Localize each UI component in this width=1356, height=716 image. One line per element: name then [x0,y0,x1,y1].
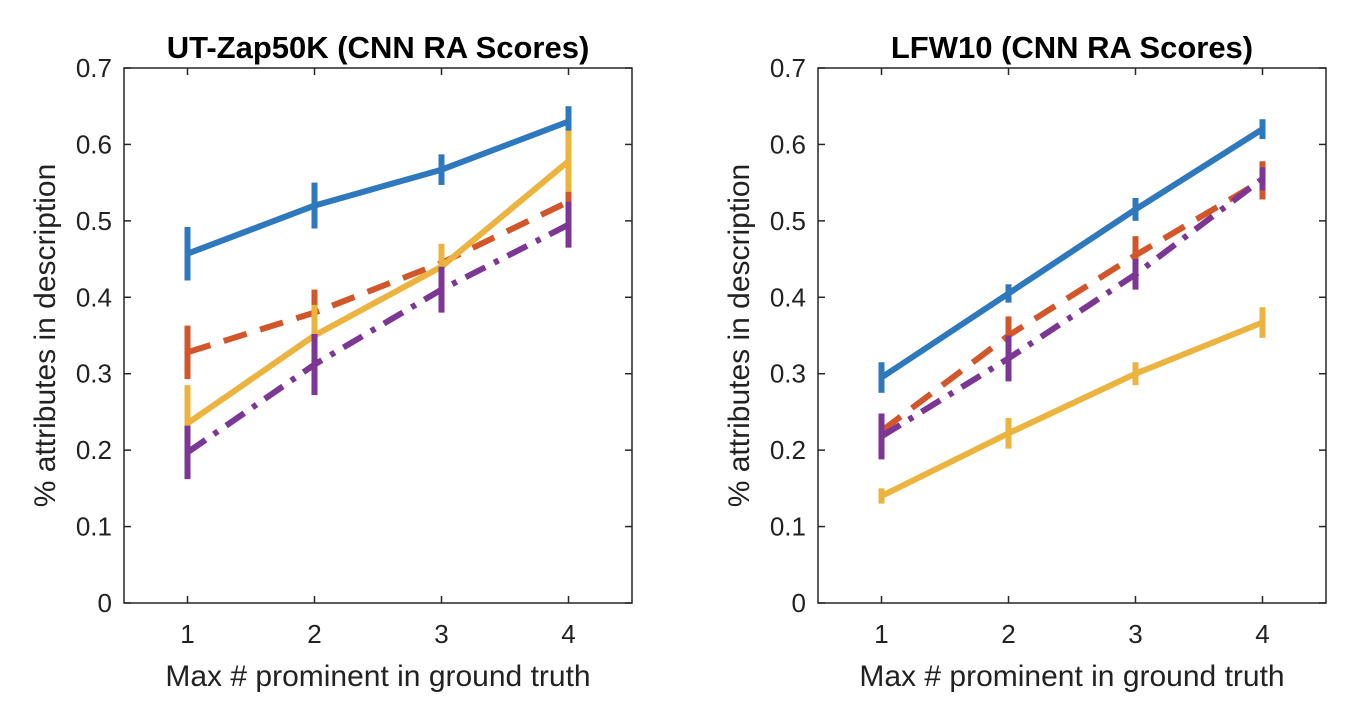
chart-title: UT-Zap50K (CNN RA Scores) [167,30,590,65]
series-yellow-line [880,319,1264,499]
chart-ut-zap50k: 0 0.1 0.2 0.3 0.4 0.5 0.6 0.7 1 2 3 4 UT-Zap50K (CNN… [29,30,633,693]
x-tick-label: 4 [561,619,575,649]
chart-lfw10: 0 0.1 0.2 0.3 0.4 0.5 0.6 0.7 1 2 3 4 LFW10 (CNN RA … [723,30,1327,693]
x-axis-label: Max # prominent in ground truth [165,660,590,693]
series-yellow-line [185,158,571,426]
y-tick-label: 0 [98,588,112,618]
y-tick-label: 0.2 [770,435,806,465]
y-tick-label: 0.4 [76,282,112,312]
x-tick-label: 2 [307,619,321,649]
y-tick-label: 0.6 [76,129,112,159]
y-tick-label: 0.1 [770,512,806,542]
series-blue-line [879,126,1265,381]
axes-box [123,67,633,604]
series-blue-line [186,118,570,257]
y-tick-label: 0.3 [770,359,806,389]
y-tick-label: 0.5 [76,206,112,236]
y-tick-label: 0 [792,588,806,618]
x-tick-label: 1 [180,619,194,649]
x-tick-label: 4 [1255,619,1269,649]
axes-box [817,67,1327,604]
y-axis-label: % attributes in description [29,164,62,508]
y-tick-label: 0.1 [76,512,112,542]
x-tick-label: 2 [1001,619,1015,649]
series-purple-line [879,176,1265,439]
y-tick-label: 0.2 [76,435,112,465]
x-tick-label: 3 [434,619,448,649]
series-red-line [879,177,1265,434]
y-tick-label: 0.6 [770,129,806,159]
x-axis-label: Max # prominent in ground truth [859,660,1284,693]
y-tick-label: 0.5 [770,206,806,236]
x-tick-label: 1 [874,619,888,649]
chart-title: LFW10 (CNN RA Scores) [891,30,1253,65]
x-tick-label: 3 [1128,619,1142,649]
y-axis-label: % attributes in description [723,164,756,508]
y-tick-label: 0.4 [770,282,806,312]
series-purple-line [185,222,570,455]
y-tick-label: 0.7 [770,53,806,83]
y-tick-label: 0.3 [76,359,112,389]
y-tick-label: 0.7 [76,53,112,83]
series-red-line [186,198,570,356]
